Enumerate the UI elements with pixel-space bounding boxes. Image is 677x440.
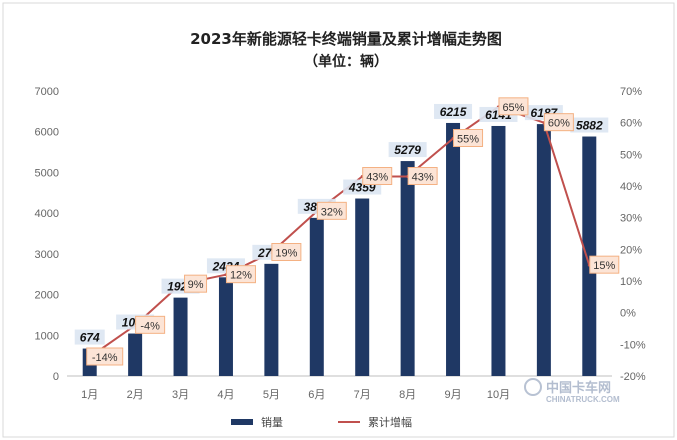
y-left-tick-label: 2000: [35, 290, 59, 302]
watermark-text: 中国卡车网: [546, 380, 611, 396]
svg-text:60%: 60%: [548, 118, 570, 130]
x-tick-label: 2月: [127, 389, 144, 401]
svg-text:55%: 55%: [457, 134, 479, 146]
growth-value-label: 15%: [589, 255, 620, 274]
bar: [309, 217, 324, 376]
x-tick-label: 3月: [172, 389, 189, 401]
growth-value-label: 12%: [225, 265, 256, 284]
y-right-tick-label: 60%: [620, 118, 642, 130]
growth-value-label: 60%: [543, 113, 574, 132]
watermark-subtext: CHINATRUCK.COM: [546, 395, 620, 404]
svg-text:19%: 19%: [275, 248, 297, 260]
legend-item-growth: 累计增幅: [338, 415, 412, 429]
svg-text:9%: 9%: [188, 279, 204, 291]
svg-text:674: 674: [80, 331, 100, 345]
y-left-tick-label: 0: [53, 371, 59, 383]
axes: 0 1000 2000 3000 4000 5000 6000 7000 -20% -10% 0% 1…: [35, 86, 646, 401]
y-left-tick-label: 5000: [35, 167, 59, 179]
bar: [218, 277, 233, 376]
svg-text:-14%: -14%: [92, 352, 118, 364]
svg-text:15%: 15%: [593, 260, 615, 272]
growth-value-label: -4%: [135, 315, 166, 334]
data-labels: 6741043192524242755388443595279621561416…: [74, 97, 620, 366]
bar: [400, 161, 415, 376]
chart-subtitle: （单位：辆）: [304, 53, 388, 70]
y-right-tick-label: 30%: [620, 213, 642, 225]
growth-value-label: 19%: [271, 243, 302, 261]
bar: [128, 333, 143, 376]
y-right-tick-label: 0%: [620, 308, 636, 320]
y-right-tick-label: 10%: [620, 276, 642, 288]
svg-text:5279: 5279: [394, 143, 421, 157]
x-tick-label: 9月: [444, 389, 461, 401]
legend-item-sales: 销量: [231, 415, 283, 429]
svg-text:65%: 65%: [502, 102, 524, 114]
x-tick-label: 7月: [354, 389, 371, 401]
bar-value-label: 6215: [434, 103, 473, 119]
x-tick-label: 4月: [217, 389, 234, 401]
svg-text:累计增幅: 累计增幅: [368, 415, 412, 429]
svg-text:-4%: -4%: [140, 320, 160, 332]
svg-text:43%: 43%: [366, 172, 388, 184]
svg-text:销量: 销量: [261, 415, 283, 429]
bar: [446, 122, 461, 376]
y-left-tick-label: 1000: [35, 330, 59, 342]
x-tick-label: 6月: [308, 389, 325, 401]
x-tick-label: 1月: [81, 389, 98, 401]
growth-value-label: -14%: [86, 347, 124, 366]
y-left-tick-label: 7000: [35, 86, 59, 98]
bar: [536, 124, 551, 377]
svg-text:5882: 5882: [576, 119, 603, 133]
x-tick-label: 10月: [487, 389, 510, 401]
y-left-tick-label: 3000: [35, 249, 59, 261]
y-left-tick-label: 4000: [35, 208, 59, 220]
growth-value-label: 43%: [407, 167, 438, 185]
y-right-tick-label: 40%: [620, 181, 642, 193]
y-right-tick-label: -20%: [620, 371, 646, 383]
bar: [491, 125, 506, 376]
svg-text:32%: 32%: [321, 206, 343, 218]
svg-text:6215: 6215: [440, 105, 467, 119]
watermark-logo-icon: [524, 378, 542, 396]
svg-text:12%: 12%: [230, 270, 252, 282]
growth-value-label: 55%: [453, 129, 484, 147]
bar-value-label: 5279: [388, 142, 427, 158]
bar-series: [82, 122, 597, 377]
growth-value-label: 65%: [498, 97, 529, 116]
growth-value-label: 43%: [362, 167, 393, 185]
x-tick-label: 5月: [263, 389, 280, 401]
growth-value-label: 32%: [316, 201, 347, 220]
bar: [355, 198, 370, 376]
svg-text:43%: 43%: [412, 172, 434, 184]
x-tick-label: 8月: [399, 389, 416, 401]
y-right-tick-label: 50%: [620, 149, 642, 161]
chart-title: 2023年新能源轻卡终端销量及累计增幅走势图: [190, 30, 502, 48]
y-right-tick-label: 70%: [620, 86, 642, 98]
y-left-tick-label: 6000: [35, 127, 59, 139]
bar: [173, 297, 188, 376]
y-right-tick-label: -10%: [620, 339, 646, 351]
legend: 销量 累计增幅: [231, 415, 412, 429]
growth-value-label: 9%: [184, 274, 208, 293]
bar-value-label: 674: [74, 329, 105, 345]
y-right-tick-label: 20%: [620, 244, 642, 256]
bar: [264, 263, 279, 376]
bar-value-label: 5882: [570, 117, 609, 133]
